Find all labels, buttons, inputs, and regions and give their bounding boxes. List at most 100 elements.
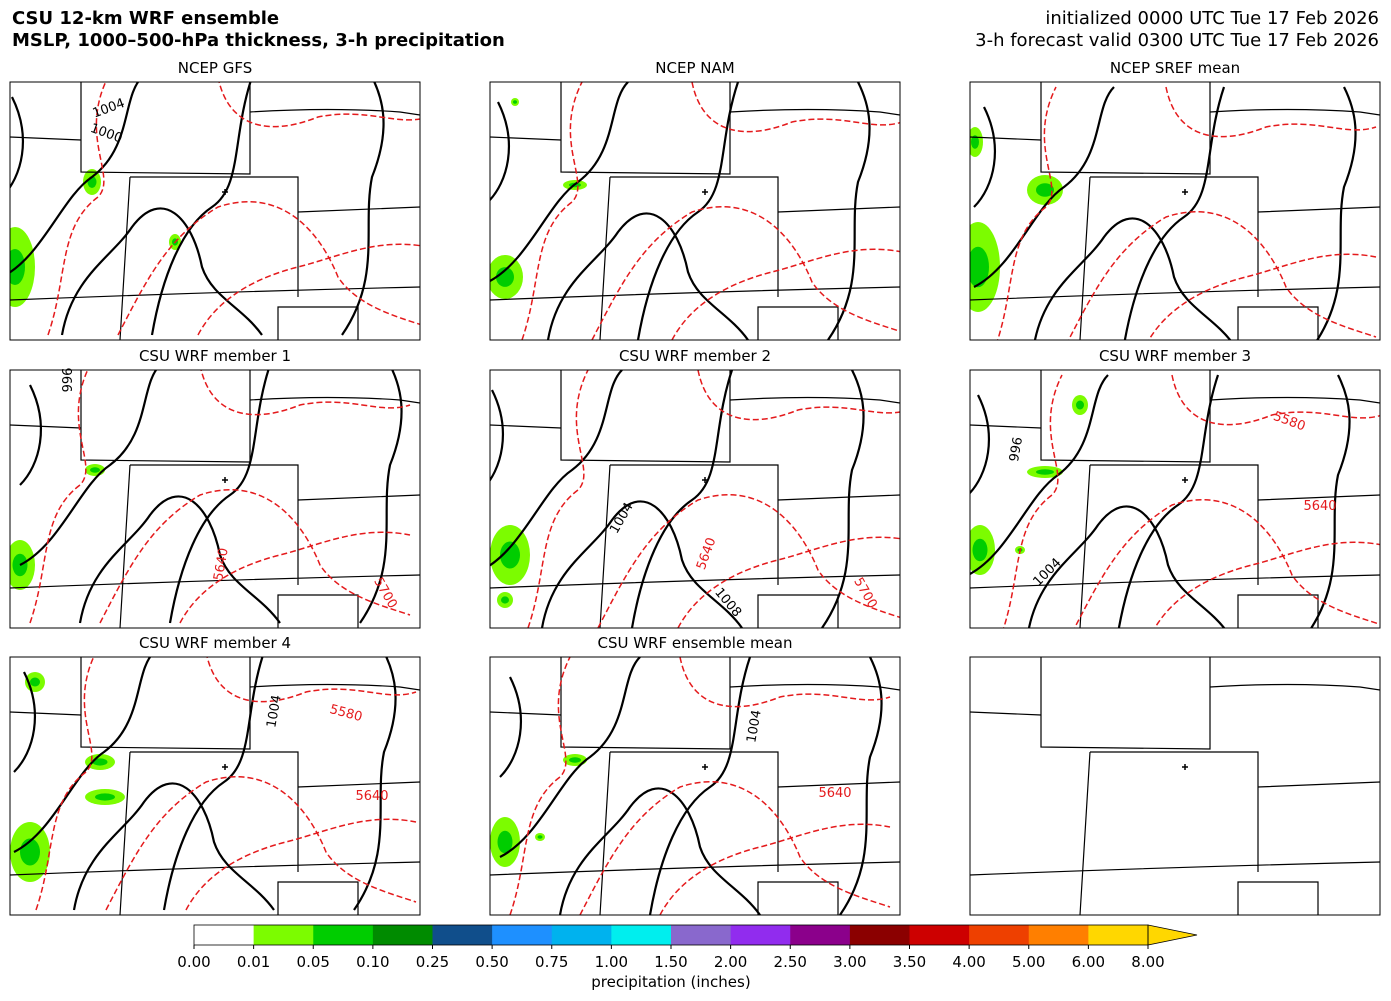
thickness-contour <box>679 657 891 708</box>
map-content <box>970 657 1380 915</box>
thickness-contour <box>591 206 900 340</box>
map-panel: 1004 5640 <box>489 656 901 916</box>
thickness-contour <box>659 823 891 915</box>
colorbar-tick-label: 1.50 <box>654 953 687 971</box>
mslp-contour <box>341 82 385 336</box>
mslp-contour <box>490 370 623 567</box>
precip-core <box>1036 183 1054 197</box>
precip-core <box>95 793 115 801</box>
colorbar-bin <box>790 925 851 945</box>
map-panel: 1004 5580 5640 <box>9 656 421 916</box>
mslp-contour <box>970 394 990 495</box>
map-content <box>10 657 420 915</box>
panel-frame <box>489 81 901 341</box>
thickness-contour <box>1148 253 1377 340</box>
mslp-contour <box>10 96 24 189</box>
mslp-contour <box>359 370 403 624</box>
precip-core <box>972 538 988 562</box>
colorbar-tick-label: 0.05 <box>297 953 330 971</box>
thickness-contour <box>1067 211 1377 340</box>
mslp-contour <box>1315 86 1357 340</box>
mslp-contour <box>1123 86 1226 340</box>
colorbar-bin <box>372 925 433 945</box>
thickness-contour <box>1165 86 1377 138</box>
thickness-contour <box>200 370 411 416</box>
colorbar-bin <box>671 925 732 945</box>
precip-core <box>90 467 100 473</box>
colorbar-tick-label: 4.00 <box>952 953 985 971</box>
colorbar-bin <box>1088 925 1149 945</box>
contour-label: 1004 <box>264 694 285 729</box>
thickness-contour <box>105 776 417 911</box>
colorbar-tick-label: 0.00 <box>177 953 210 971</box>
colorbar-bin <box>730 925 791 945</box>
panel-frame <box>9 369 421 629</box>
thickness-contour <box>1171 374 1380 426</box>
contour-label: 996 <box>1007 436 1026 463</box>
thickness-contour <box>1154 541 1380 628</box>
mslp-contour <box>546 212 749 340</box>
mslp-contour <box>162 657 264 911</box>
panel-title: NCEP SREF mean <box>1110 59 1240 77</box>
mslp-contour <box>150 82 252 336</box>
mslp-contour <box>499 657 641 858</box>
title-line: MSLP, 1000–500-hPa thickness, 3-h precip… <box>12 30 505 51</box>
thickness-contour <box>691 82 900 133</box>
panel-frame <box>9 656 421 916</box>
colorbar-bin <box>551 925 612 945</box>
map-content <box>970 82 1380 340</box>
precip-core <box>92 758 108 766</box>
mslp-contour <box>60 207 263 336</box>
thickness-contour <box>527 370 589 628</box>
contour-label: 1004 <box>607 500 637 536</box>
info-line: 3-h forecast valid 0300 UTC Tue 17 Feb 2… <box>975 30 1379 51</box>
precip-core <box>501 596 509 604</box>
colorbar-tick-label: 3.00 <box>833 953 866 971</box>
panel-title: CSU WRF member 2 <box>619 347 771 365</box>
mslp-contour <box>13 657 152 853</box>
precip-core <box>970 246 989 288</box>
thickness-contour <box>671 248 900 340</box>
colorbar-bin <box>849 925 910 945</box>
info-line: initialized 0000 UTC Tue 17 Feb 2026 <box>1045 8 1379 29</box>
precip-core <box>496 267 514 287</box>
mslp-contour <box>13 671 36 773</box>
contour-label: 996 <box>61 368 76 393</box>
panel-title: CSU WRF ensemble mean <box>597 634 792 652</box>
map-content <box>970 370 1380 628</box>
colorbar-bin <box>313 925 374 945</box>
colorbar-tick-label: 0.50 <box>475 953 508 971</box>
thickness-contour <box>206 657 417 703</box>
thickness-contour <box>697 370 900 421</box>
colorbar-tick-label: 3.50 <box>893 953 926 971</box>
map-content <box>490 370 900 628</box>
thickness-contour <box>1073 499 1380 628</box>
contour-label: 5640 <box>211 547 232 582</box>
mslp-contour <box>973 106 996 208</box>
map-panel <box>489 81 901 341</box>
mslp-contour <box>821 370 865 628</box>
colorbar-bin <box>432 925 493 945</box>
panel-title: CSU WRF member 3 <box>1099 347 1251 365</box>
basemap <box>10 370 420 628</box>
mslp-contour <box>839 657 883 915</box>
precip-core <box>1076 400 1084 410</box>
thickness-contour <box>117 201 420 336</box>
panel-title: CSU WRF member 4 <box>139 634 291 652</box>
colorbar-extension <box>1147 924 1198 946</box>
mslp-contour <box>1033 217 1232 340</box>
contour-label: 1000 <box>88 121 124 146</box>
panel-title: NCEP NAM <box>655 59 734 77</box>
mslp-contour <box>1027 505 1226 628</box>
map-content <box>10 82 420 340</box>
mslp-contour <box>636 82 740 340</box>
mslp-contour <box>648 657 752 915</box>
precip-core <box>1036 469 1054 475</box>
colorbar-tick-label: 6.00 <box>1072 953 1105 971</box>
map-panel <box>969 656 1381 916</box>
colorbar-tick-label: 1.00 <box>595 953 628 971</box>
mslp-contour <box>499 676 522 778</box>
